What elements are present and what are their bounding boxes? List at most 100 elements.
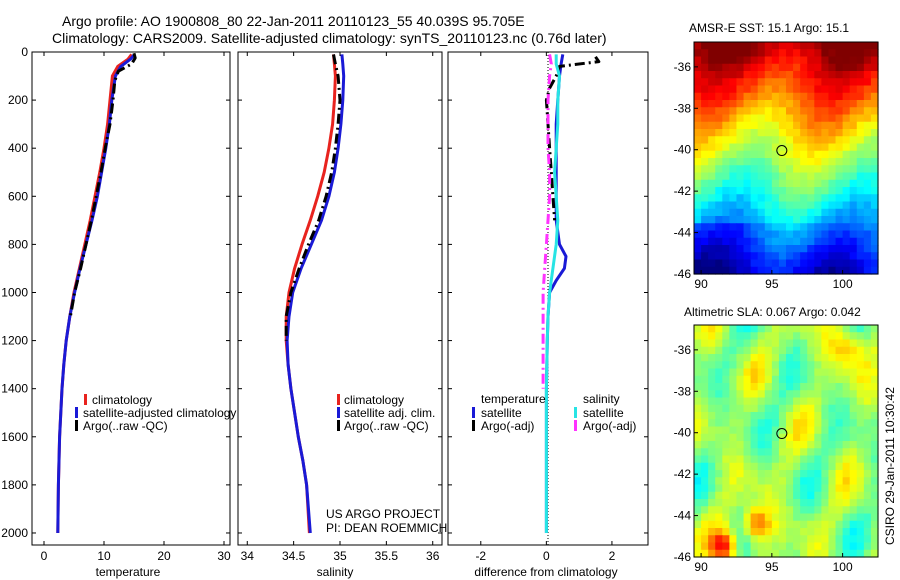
heatmap-cell (701, 346, 709, 355)
heatmap-cell (771, 179, 780, 188)
heatmap-cell (729, 383, 738, 391)
series-line-temperature-argo-adj (544, 55, 601, 221)
legend-label-sal-argo: Argo(-adj) (583, 419, 636, 433)
heatmap-cell (821, 361, 830, 370)
heatmap-cell (743, 78, 752, 87)
heatmap-cell (807, 412, 815, 420)
heatmap-cell (750, 549, 759, 558)
heatmap-cell (729, 216, 738, 224)
difference-panel: -2 0 2 difference from climatology tempera… (447, 51, 649, 579)
heatmap-cell (701, 542, 709, 551)
heatmap-cell (870, 383, 879, 391)
heatmap-cell (771, 346, 780, 355)
heatmap-cell (863, 107, 872, 116)
heatmap-cell (856, 477, 865, 486)
heatmap-cell (743, 397, 752, 406)
heatmap-cell (835, 100, 844, 108)
heatmap-cell (835, 535, 844, 544)
heatmap-cell (849, 484, 858, 493)
figure-title-line2: Climatology: CARS2009. Satellite-adjuste… (52, 30, 607, 46)
heatmap-cell (722, 223, 730, 232)
heatmap-cell (793, 448, 801, 457)
heatmap-cell (800, 107, 808, 116)
heatmap-cell (764, 339, 773, 348)
heatmap-cell (786, 477, 794, 486)
heatmap-cell (814, 85, 822, 94)
heatmap-cell (771, 455, 780, 464)
heatmap-cell (828, 470, 837, 478)
heatmap-cell (828, 412, 837, 420)
heatmap-cell (722, 49, 730, 58)
heatmap-cell (807, 462, 815, 471)
heatmap-cell (757, 150, 766, 159)
heatmap-cell (750, 404, 759, 413)
heatmap-cell (743, 230, 752, 239)
heatmap-cell (729, 455, 738, 464)
heatmap-cell (694, 100, 702, 108)
heatmap-cell (771, 375, 780, 384)
heatmap-cell (835, 346, 844, 355)
heatmap-cell (849, 426, 858, 435)
heatmap-cell (821, 404, 830, 413)
heatmap-cell (701, 462, 709, 471)
heatmap-cell (715, 237, 723, 246)
heatmap-cell (856, 245, 865, 253)
heatmap-cell (708, 433, 716, 442)
heatmap-cell (863, 172, 872, 181)
heatmap-cell (807, 390, 815, 399)
heatmap-cell (856, 441, 865, 449)
heatmap-cell (807, 187, 815, 195)
heatmap-cell (835, 245, 844, 253)
heatmap-cell (828, 121, 837, 130)
heatmap-cell (807, 129, 815, 137)
heatmap-cell (764, 346, 773, 355)
heatmap-cell (708, 49, 716, 58)
heatmap-cell (764, 491, 773, 500)
heatmap-cell (715, 179, 723, 188)
heatmap-cell (870, 499, 879, 507)
heatmap-cell (856, 194, 865, 203)
heatmap-cell (708, 216, 716, 224)
heatmap-cell (849, 404, 858, 413)
heatmap-cell (778, 433, 787, 442)
heatmap-cell (743, 419, 752, 428)
heatmap-cell (736, 78, 745, 87)
heatmap-cell (715, 201, 723, 210)
y-tick-label: -42 (674, 467, 692, 481)
heatmap-cell (835, 158, 844, 166)
heatmap-cell (856, 71, 865, 79)
heatmap-cell (750, 56, 759, 65)
heatmap-cell (729, 129, 738, 137)
heatmap-cell (863, 63, 872, 72)
heatmap-cell (694, 491, 702, 500)
heatmap-cell (814, 455, 822, 464)
heatmap-cell (771, 470, 780, 478)
heatmap-cell (793, 513, 801, 522)
heatmap-cell (757, 368, 766, 377)
heatmap-cell (694, 462, 702, 471)
heatmap-cell (722, 266, 730, 275)
heatmap-cell (842, 470, 851, 478)
heatmap-cell (743, 223, 752, 232)
heatmap-cell (870, 528, 879, 536)
heatmap-cell (694, 223, 702, 232)
heatmap-cell (793, 470, 801, 478)
heatmap-cell (807, 85, 815, 94)
heatmap-cell (849, 390, 858, 399)
heatmap-cell (793, 383, 801, 391)
series-line-salinity-satellite (544, 54, 561, 533)
heatmap-cell (743, 390, 752, 399)
heatmap-cell (856, 470, 865, 478)
heatmap-cell (743, 136, 752, 145)
heatmap-cell (814, 477, 822, 486)
heatmap-cell (870, 549, 879, 558)
heatmap-cell (800, 419, 808, 428)
heatmap-cell (722, 484, 730, 493)
heatmap-cell (828, 158, 837, 166)
heatmap-cell (870, 71, 879, 79)
heatmap-cell (807, 194, 815, 203)
heatmap-cell (750, 107, 759, 116)
heatmap-cell (856, 448, 865, 457)
heatmap-cell (828, 549, 837, 558)
heatmap-cell (786, 252, 794, 261)
